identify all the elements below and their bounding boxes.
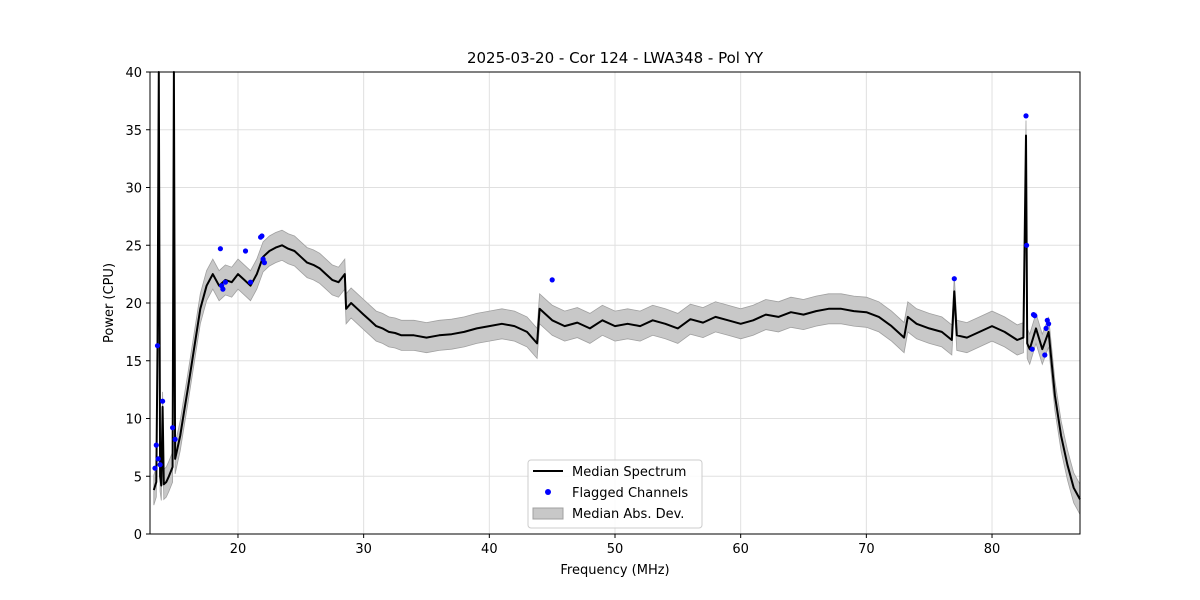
flagged-point — [153, 442, 159, 448]
x-tick-label: 40 — [481, 542, 498, 557]
x-tick-label: 50 — [607, 542, 624, 557]
flagged-point — [259, 233, 265, 239]
flagged-point — [222, 279, 228, 285]
y-axis-label: Power (CPU) — [102, 263, 117, 343]
x-axis-label: Frequency (MHz) — [560, 563, 669, 578]
legend-box — [527, 459, 703, 529]
flagged-point — [1046, 321, 1052, 327]
y-tick-label: 10 — [125, 413, 142, 428]
flagged-point — [220, 286, 226, 292]
flagged-point — [157, 462, 163, 468]
legend-flagged-label: Flagged Channels — [572, 486, 688, 501]
x-tick-label: 20 — [230, 542, 247, 557]
legend: Median Spectrum Flagged Channels Median … — [527, 459, 703, 529]
y-tick-label: 20 — [125, 297, 142, 312]
flagged-point — [1043, 325, 1049, 331]
y-tick-label: 40 — [125, 66, 142, 81]
median-spectrum-line — [152, 71, 1081, 500]
flagged-point — [170, 425, 176, 431]
flagged-point — [155, 456, 161, 462]
y-tick-label: 0 — [134, 528, 142, 543]
y-tick-label: 5 — [134, 470, 142, 485]
y-tick-label: 15 — [125, 355, 142, 370]
flagged-point — [549, 277, 555, 283]
flagged-point — [172, 436, 178, 442]
flagged-point — [1042, 352, 1048, 358]
x-tick-label: 80 — [984, 542, 1001, 557]
flagged-channels — [152, 113, 1052, 471]
axis-ticks: 20 30 40 50 60 70 80 0 5 10 15 20 25 30 35 40 — [125, 66, 1000, 557]
flagged-point — [242, 248, 249, 254]
chart-title: 2025-03-20 - Cor 124 - LWA348 - Pol YY — [467, 49, 764, 67]
flagged-point — [1029, 346, 1035, 352]
y-tick-label: 35 — [125, 124, 142, 139]
legend-flagged-swatch — [545, 489, 551, 495]
y-tick-label: 25 — [125, 239, 142, 254]
flagged-point — [1024, 242, 1030, 248]
flagged-point — [247, 279, 254, 285]
flagged-point — [154, 343, 161, 349]
x-tick-label: 30 — [355, 542, 372, 557]
flagged-point — [1032, 313, 1038, 319]
flagged-point — [951, 276, 957, 282]
flagged-point — [261, 260, 267, 266]
flagged-point — [217, 246, 223, 252]
legend-mad-label: Median Abs. Dev. — [572, 507, 684, 522]
x-tick-label: 70 — [858, 542, 875, 557]
flagged-point — [152, 465, 158, 471]
flagged-point — [160, 398, 166, 404]
legend-mad-swatch — [532, 507, 564, 520]
legend-median-label: Median Spectrum — [572, 465, 686, 480]
median-spectrum — [152, 71, 1081, 500]
y-tick-label: 30 — [125, 182, 142, 197]
flagged-point — [1023, 113, 1029, 119]
x-tick-label: 60 — [732, 542, 749, 557]
